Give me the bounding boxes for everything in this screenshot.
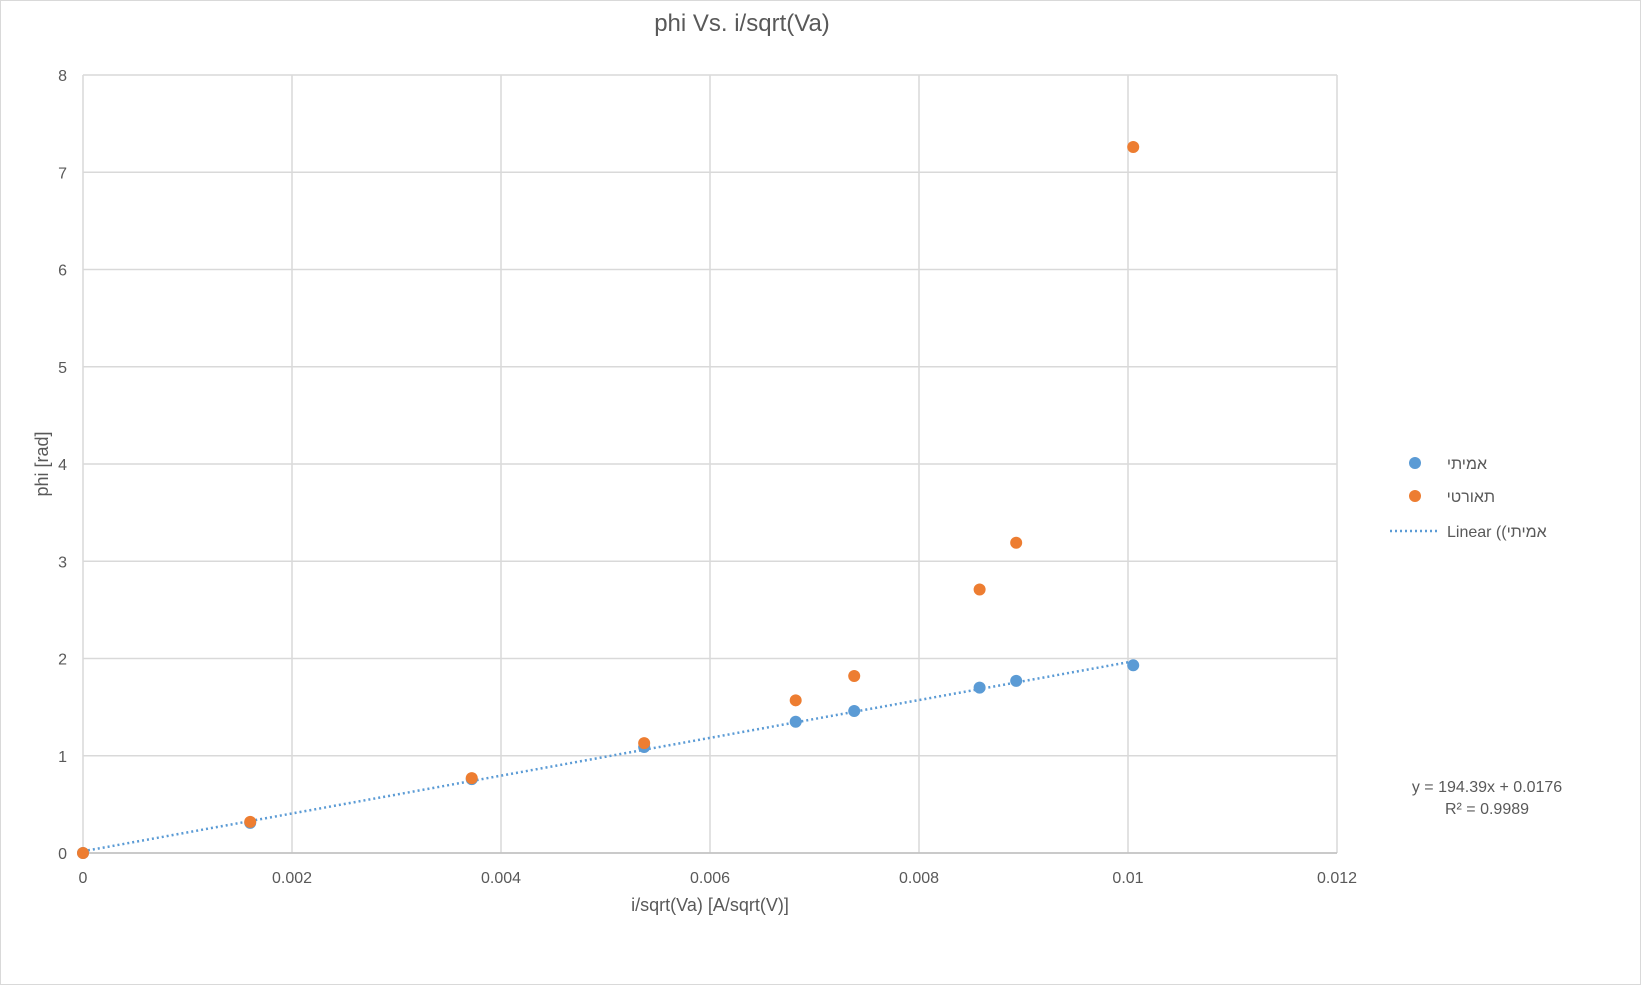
x-tick-label: 0 (79, 870, 88, 887)
data-point-theoretical (1127, 140, 1140, 153)
data-point-actual (848, 705, 861, 718)
y-tick-label: 8 (58, 68, 67, 85)
data-point-theoretical (465, 772, 478, 785)
y-tick-label: 0 (58, 846, 67, 863)
y-tick-label: 7 (58, 165, 67, 182)
data-point-theoretical (1010, 536, 1023, 549)
chart-title: phi Vs. i/sqrt(Va) (654, 10, 830, 37)
x-tick-label: 0.006 (690, 870, 730, 887)
data-point-actual (789, 715, 802, 728)
legend: אמיתי תאורטי Linear ((אמיתי (1390, 456, 1547, 541)
y-tick-label: 4 (58, 457, 67, 474)
y-tick-label: 1 (58, 749, 67, 766)
legend-label-linear: Linear ((אמיתי (1447, 524, 1547, 541)
x-tick-label: 0.012 (1317, 870, 1357, 887)
y-tick-label: 3 (58, 554, 67, 571)
x-axis-label: i/sqrt(Va) [A/sqrt(V)] (631, 895, 789, 915)
data-point-actual (1010, 674, 1023, 687)
data-point-theoretical (789, 694, 802, 707)
y-tick-label: 5 (58, 360, 67, 377)
x-tick-label: 0.008 (899, 870, 939, 887)
y-tick-labels: 0 1 2 3 4 5 6 7 8 (58, 68, 67, 863)
x-tick-label: 0.002 (272, 870, 312, 887)
data-point-theoretical (244, 815, 257, 828)
data-point-actual (973, 681, 986, 694)
trendline-r-squared: R² = 0.9989 (1445, 801, 1529, 818)
data-points (77, 140, 1140, 859)
data-point-theoretical (973, 583, 986, 596)
legend-label-actual: אמיתי (1447, 456, 1487, 473)
legend-marker-actual (1409, 457, 1421, 469)
data-point-theoretical (77, 847, 89, 859)
data-point-theoretical (848, 670, 861, 683)
gridlines (82, 74, 1338, 854)
y-tick-label: 2 (58, 652, 67, 669)
x-tick-label: 0.004 (481, 870, 521, 887)
data-point-theoretical (638, 737, 651, 750)
x-tick-label: 0.01 (1112, 870, 1143, 887)
x-tick-labels: 0 0.002 0.004 0.006 0.008 0.01 0.012 (79, 870, 1358, 887)
legend-label-theoretical: תאורטי (1447, 489, 1495, 506)
trendline-equation: y = 194.39x + 0.0176 (1412, 779, 1562, 796)
y-tick-label: 6 (58, 263, 67, 280)
y-axis-label: phi [rad] (32, 431, 52, 496)
legend-marker-theoretical (1409, 490, 1421, 502)
data-point-actual (1127, 659, 1140, 672)
